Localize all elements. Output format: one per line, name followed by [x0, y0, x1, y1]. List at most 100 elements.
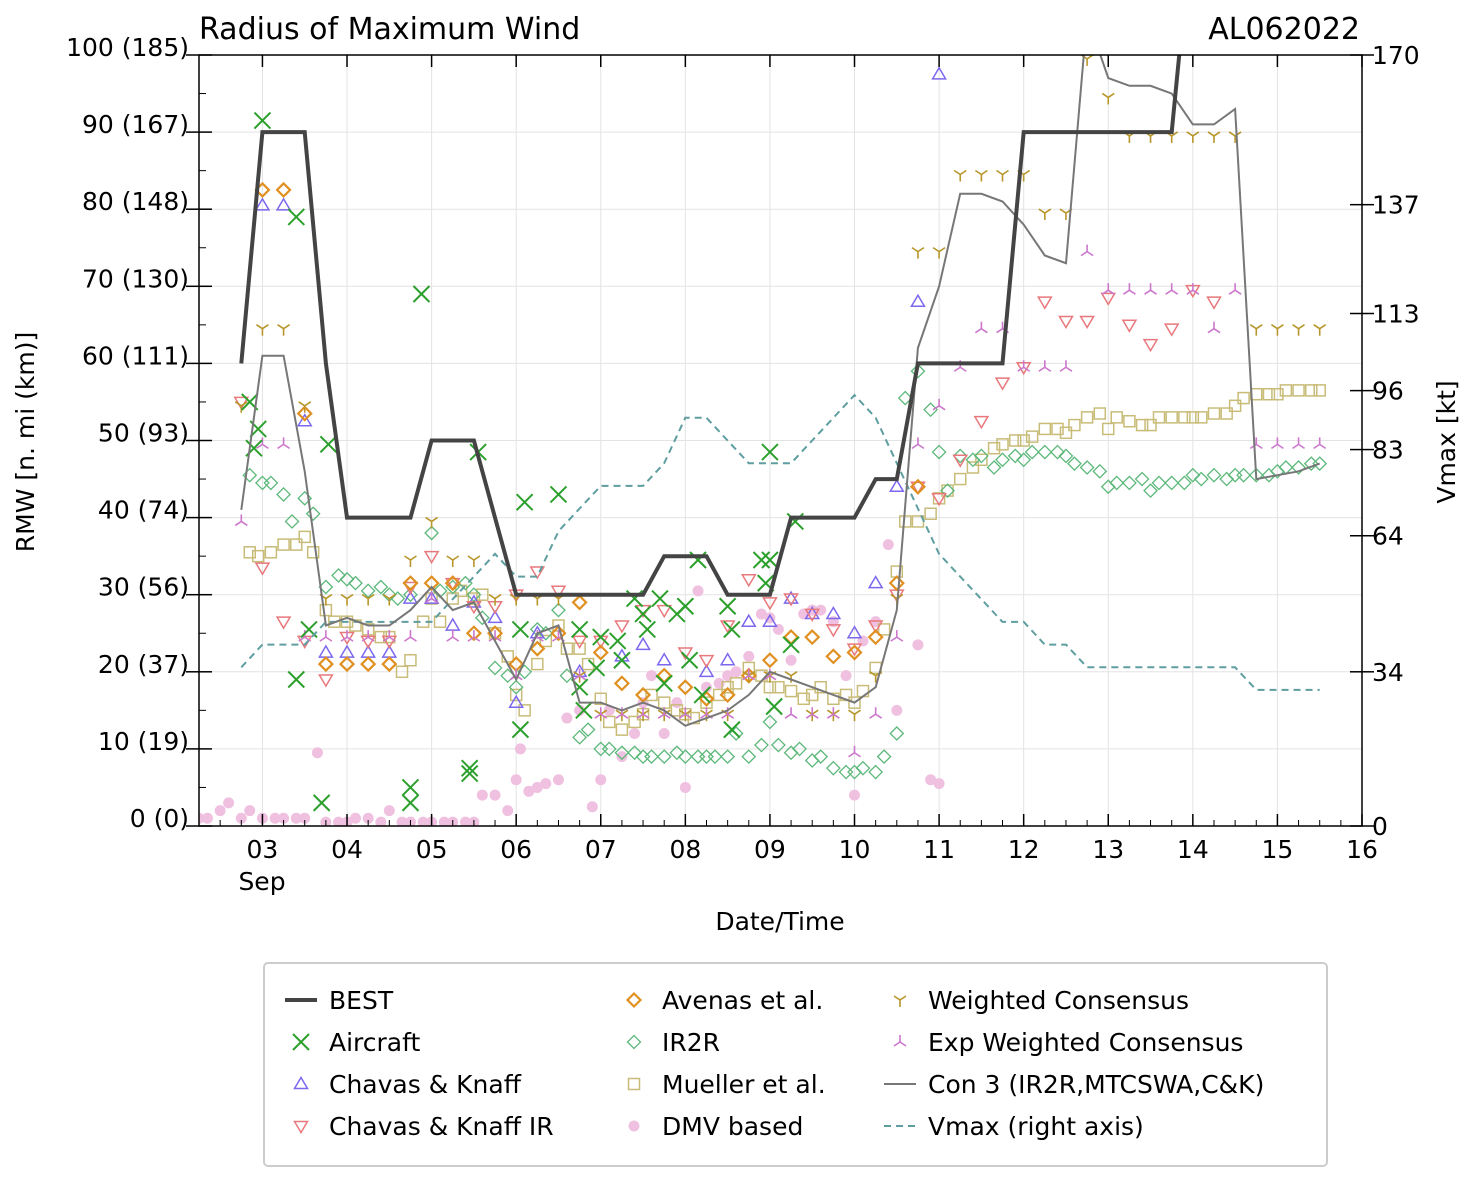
mueller-point [996, 438, 1009, 451]
x-tick-label: 07 [585, 835, 617, 864]
wc-marker-stroke [255, 324, 263, 330]
mueller-point [772, 680, 785, 694]
aircraft-point [511, 720, 530, 739]
wc-marker-stroke [240, 401, 248, 407]
wc-marker-stroke [283, 324, 291, 330]
mueller-point [805, 688, 819, 702]
avenas-series [254, 181, 927, 707]
best-line [239, 55, 1182, 597]
wc-point [636, 709, 650, 722]
wc-marker-stroke [784, 670, 792, 677]
legend-swatch [293, 1076, 309, 1090]
ewc-point [636, 707, 650, 719]
x-tick-label: 04 [331, 835, 363, 864]
mueller-point [987, 441, 1001, 455]
ck-point [318, 644, 334, 658]
wc-marker-stroke [642, 709, 650, 715]
mueller-point [306, 546, 320, 559]
ewc-marker-stroke [1234, 289, 1242, 295]
aircraft-marker-stroke [515, 493, 534, 511]
ckir-point [423, 550, 440, 565]
legend-swatch [626, 1034, 642, 1050]
legend-entry-aircraft: Aircraft [292, 1028, 420, 1057]
ewc-point [742, 668, 756, 681]
wc-marker-stroke [615, 709, 623, 715]
aircraft-marker-stroke [752, 551, 771, 569]
mueller-point [298, 530, 311, 544]
mueller-point [856, 684, 870, 698]
wc-marker-stroke [388, 593, 396, 600]
ewc-marker-stroke [1144, 289, 1151, 295]
aircraft-marker-stroke [249, 420, 267, 438]
dmv-point [223, 797, 235, 809]
legend-box [263, 962, 1328, 1167]
aircraft-marker-stroke [312, 794, 331, 812]
ewc-marker-stroke [1313, 443, 1321, 450]
dmv-point [278, 812, 290, 824]
ewc-point [890, 630, 904, 642]
ewc-series [234, 244, 1327, 758]
ewc-marker-stroke [1165, 289, 1173, 295]
wc-marker-stroke [959, 169, 967, 176]
wc-marker-stroke [367, 593, 375, 600]
aircraft-marker-stroke [511, 620, 530, 639]
avenas-point [761, 652, 778, 669]
aircraft-point [515, 493, 534, 511]
ewc-marker-stroke [1038, 366, 1046, 372]
ir2r-point [1151, 475, 1167, 491]
ewc-point [1144, 283, 1157, 295]
wc-point [573, 670, 587, 683]
ewc-point [869, 707, 883, 719]
ir2r-point [1236, 467, 1252, 483]
wc-marker-stroke [826, 709, 834, 715]
wc-marker-stroke [1270, 324, 1278, 330]
mueller-point [433, 615, 447, 628]
ckir-point [1142, 338, 1159, 353]
mueller-point [784, 684, 798, 698]
wc-marker-stroke [1171, 131, 1179, 137]
wc-marker-stroke [911, 246, 919, 253]
ewc-marker-stroke [277, 443, 285, 450]
ewc-marker-stroke [615, 713, 623, 719]
wc-marker-stroke [893, 995, 901, 1001]
avenas-point [571, 594, 588, 611]
mueller-point [628, 715, 641, 729]
ewc-marker-stroke [234, 520, 242, 527]
wc-marker-stroke [980, 169, 988, 176]
ewc-marker-stroke [1065, 366, 1073, 372]
dmv-point [396, 816, 408, 826]
legend-entry-wc: Weighted Consensus [893, 986, 1189, 1015]
mueller-point [645, 688, 658, 702]
y-tick-label: 50 (93) [98, 419, 189, 448]
aircraft-point [460, 759, 479, 777]
ir2r-point [1050, 444, 1065, 460]
ir2r-point [825, 760, 841, 776]
mueller-point [319, 603, 333, 617]
wc-marker-stroke [1038, 208, 1046, 214]
mueller-point [340, 615, 354, 628]
wc-marker-stroke [494, 593, 502, 600]
wc-point [425, 516, 439, 529]
mueller-point [975, 453, 988, 467]
wc-marker-stroke [932, 246, 940, 253]
grid-lines [199, 54, 1362, 827]
mueller-point [1237, 391, 1250, 405]
dmv-point [616, 751, 628, 763]
ckir-point [571, 635, 588, 649]
mueller-point [404, 653, 417, 667]
ir2r-point [305, 506, 321, 522]
wc-point [742, 670, 756, 683]
wc-marker-stroke [636, 709, 644, 715]
avenas-point [825, 648, 842, 665]
ir2r-point [644, 749, 659, 765]
aircraft-point [549, 485, 568, 504]
dmv-point [438, 816, 450, 826]
ir2r-point [1092, 463, 1108, 479]
wc-marker-stroke [467, 555, 475, 561]
ir2r-point [995, 452, 1010, 468]
dmv-point [201, 812, 213, 824]
wc-point [1270, 324, 1284, 336]
mueller-point [721, 680, 734, 694]
ir2r-point [897, 390, 913, 406]
mueller-point [848, 696, 861, 709]
